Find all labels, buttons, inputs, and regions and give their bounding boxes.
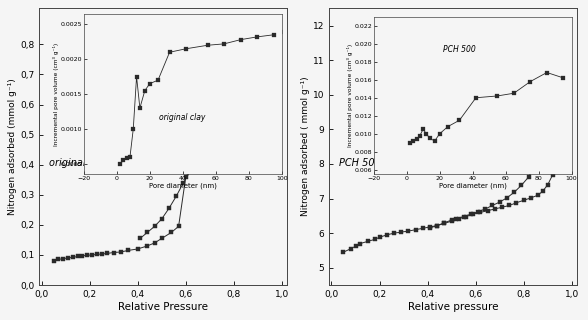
X-axis label: Relative pressure: Relative pressure xyxy=(407,302,498,312)
X-axis label: Relative Pressure: Relative Pressure xyxy=(118,302,208,312)
Y-axis label: Nitrogen adsorbed ( mmol g⁻¹): Nitrogen adsorbed ( mmol g⁻¹) xyxy=(301,77,310,217)
Text: PCH 500: PCH 500 xyxy=(339,158,381,168)
Text: original clay: original clay xyxy=(49,158,109,168)
Y-axis label: Nitrogen adsorbed (mmol g⁻¹): Nitrogen adsorbed (mmol g⁻¹) xyxy=(8,78,17,215)
